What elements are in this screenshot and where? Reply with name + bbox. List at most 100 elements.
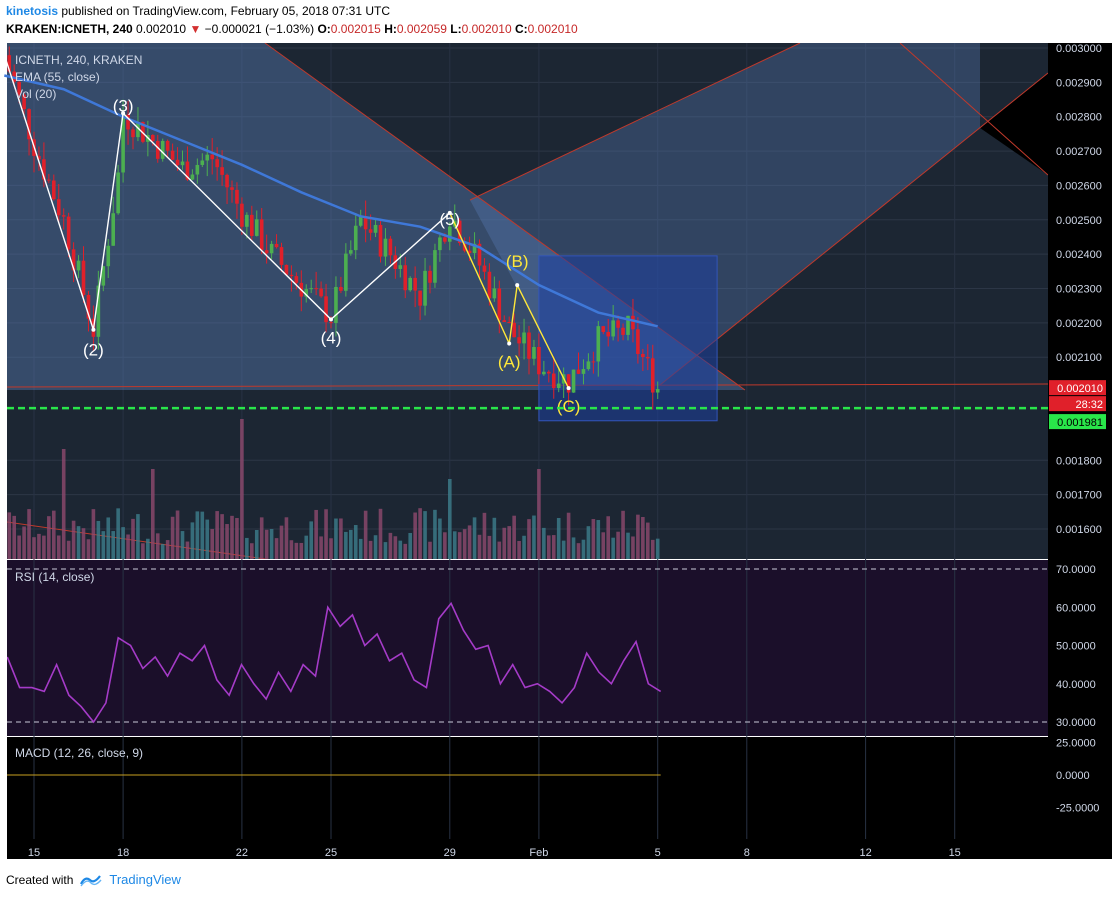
price-pane[interactable] [7,43,1048,559]
candle-body [502,320,507,323]
wave-label-a: (A) [498,352,521,371]
volume-bar [245,537,249,559]
volume-bar [22,526,26,559]
wave-label-3: (3) [113,96,134,115]
candle-body [487,271,492,299]
price-tick-label: 0.001700 [1056,490,1102,502]
rsi-tick-label: 70.0000 [1056,564,1096,576]
candle-body [636,329,640,354]
volume-bar [151,469,155,559]
created-with-text: Created with [6,872,74,887]
volume-bar [438,518,442,559]
volume-bar [329,538,333,559]
candle-body [155,140,160,159]
volume-bar [596,520,601,559]
candle-body [492,288,497,299]
crossing-line [899,43,1048,176]
volume-bar [116,508,120,559]
volume-bar [547,535,551,559]
volume-bar [571,537,576,559]
candle-body [334,286,338,323]
candle-body [76,260,81,271]
volume-bar [269,528,274,559]
time-tick-label: 22 [236,847,248,859]
candle-body [240,203,244,227]
candle-body [646,357,650,359]
wave-label-c: (C) [557,397,581,416]
candle-body [180,161,185,166]
candle-body [319,288,323,297]
wave-label-4: (4) [321,328,342,347]
axis-labels: 0.003000 0.002900 0.002800 0.002700 0.002600… [28,43,1106,859]
volume-bar [353,525,358,559]
rsi-pane[interactable] [7,560,1048,736]
wave-label-c-point [566,386,571,391]
volume-bar [165,540,170,559]
candle-body [631,315,635,330]
volume-bar [507,526,511,559]
volume-bar [190,522,195,559]
candle-body [259,219,264,251]
volume-bar [61,449,66,559]
candle-body [358,216,363,226]
candle-body [423,270,427,306]
volume-bar [398,540,403,559]
volume-bar [448,479,452,559]
volume-bar [423,511,427,559]
candle-body [160,140,165,159]
volume-bar [32,537,36,559]
candle-body [71,249,76,271]
volume-bar [621,510,625,559]
volume-bar [349,529,353,559]
open-value: 0.002015 [330,22,381,36]
price-tick-label: 0.002600 [1056,180,1102,192]
tradingview-link[interactable]: TradingView [109,872,181,887]
volume-bar [205,519,210,559]
volume-bar [12,515,16,559]
candle-body [175,159,180,166]
volume-bar [279,525,284,559]
change-value: −0.000021 (−1.03%) [204,22,315,36]
author-name[interactable]: kinetosis [6,4,59,18]
time-tick-label: 15 [28,847,40,859]
volume-bar [324,509,328,559]
candle-body [403,265,408,291]
volume-bar [230,515,234,559]
time-tick-label: 15 [949,847,961,859]
channel-overlap-zone [980,73,1048,175]
open-label: O: [317,22,331,36]
volume-bar [532,515,536,559]
candle-body [27,109,31,140]
price-tick-label: 0.002100 [1056,352,1102,364]
candle-body [398,265,403,269]
price-axis[interactable] [1048,43,1112,859]
volume-bar [3,535,7,559]
volume-bar [467,525,472,559]
time-tick-label: Feb [529,847,548,859]
candle-body [551,373,556,389]
candle-body [56,199,61,216]
publish-text: published on TradingView.com, February 0… [58,4,391,18]
volume-bar [185,541,190,559]
volume-bar [314,509,318,559]
volume-legend: Vol (20) [15,87,56,101]
volume-bar [487,535,492,559]
volume-bar [86,539,91,559]
volume-bar [601,532,606,559]
time-tick-label: 18 [117,847,129,859]
candle-body [269,243,274,254]
volume-bar [418,508,422,559]
down-triangle-icon: ▼ [189,22,202,36]
candle-body [126,114,130,130]
volume-bar [497,541,502,559]
candle-body [641,353,645,358]
candle-body [264,250,269,254]
volume-bar [631,536,635,559]
time-axis[interactable] [7,839,1048,859]
volume-bar [482,512,487,559]
candle-body [121,114,125,173]
candle-body [650,358,655,393]
price-tick-label: 0.001600 [1056,524,1102,536]
macd-pane[interactable] [7,737,1048,859]
